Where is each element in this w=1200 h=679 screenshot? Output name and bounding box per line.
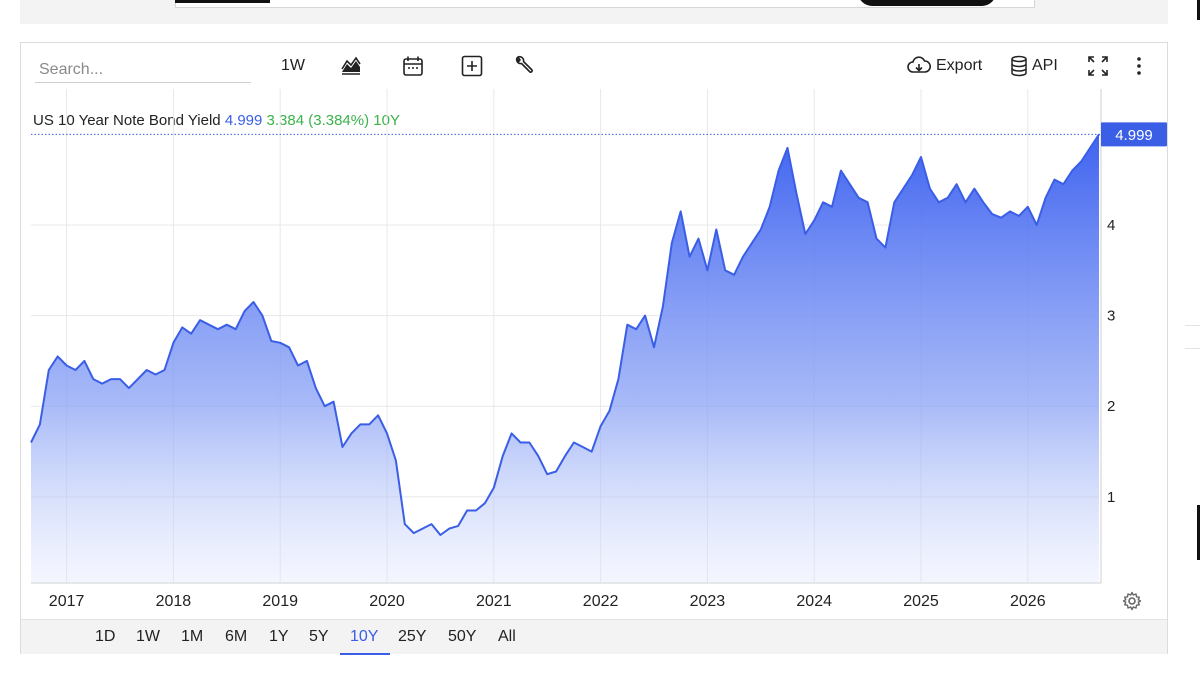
search-input[interactable] [35,57,251,83]
yield-area-chart[interactable]: 4.999 1 2 3 4 2017 2018 2019 2020 2021 2022 2023 202… [21,43,1167,619]
range-button-50y[interactable]: 50Y [448,628,477,645]
range-button-1d[interactable]: 1D [95,628,116,645]
tools-button[interactable] [513,53,535,79]
range-button-all[interactable]: All [498,628,516,645]
x-tick-label: 2026 [1010,593,1046,610]
x-tick-label: 2022 [583,593,619,610]
x-tick-label: 2025 [903,593,939,610]
interval-label: 1W [281,57,305,74]
plus-box-icon [461,55,483,77]
chart-settings-button[interactable] [1122,591,1142,616]
range-button-1y[interactable]: 1Y [269,628,289,645]
range-button-1m[interactable]: 1M [181,628,204,645]
range-button-6m[interactable]: 6M [225,628,248,645]
y-tick-label: 1 [1107,489,1115,506]
edge-divider [1185,348,1200,349]
x-tick-label: 2023 [690,593,726,610]
x-tick-label: 2019 [262,593,298,610]
export-button[interactable]: Export [907,53,982,79]
add-indicator-button[interactable] [461,53,483,79]
y-tick-label: 4 [1107,217,1115,234]
api-button[interactable]: API [1010,53,1058,79]
calendar-icon [403,56,423,76]
chart-toolbar: 1W [21,43,1167,89]
cloud-download-icon [907,56,931,73]
fullscreen-icon [1088,56,1108,76]
gear-icon [1122,591,1142,611]
top-panel-edge [175,0,1035,8]
wrench-icon [515,55,533,73]
chart-type-button[interactable] [340,53,362,79]
active-range-underline [340,653,390,655]
x-tick-label: 2021 [476,593,512,610]
legend-last-value: 4.999 [224,112,263,129]
edge-divider [1185,325,1200,326]
top-pill-button[interactable] [858,0,996,6]
page-top-strip [20,0,1168,24]
edge-marker-top [1197,0,1200,20]
range-button-25y[interactable]: 25Y [398,628,427,645]
top-tab-indicator [175,0,270,3]
last-value-badge [1101,122,1167,147]
page-right-edge [1185,0,1200,679]
more-menu-button[interactable] [1134,53,1144,79]
range-selector: 1D 1W 1M 6M 1Y 5Y 10Y 25Y 50Y All [21,619,1167,655]
api-label: API [1032,57,1058,74]
series-area-fill [31,134,1099,583]
range-button-1w[interactable]: 1W [136,628,160,645]
x-tick-label: 2020 [369,593,405,610]
x-tick-label: 2024 [796,593,832,610]
x-tick-label: 2017 [49,593,85,610]
area-chart-icon [341,56,361,75]
last-value-label: 4.999 [1115,127,1153,144]
fullscreen-button[interactable] [1087,53,1109,79]
more-vertical-icon [1137,57,1141,75]
y-tick-label: 2 [1107,398,1115,415]
range-button-5y[interactable]: 5Y [309,628,329,645]
chart-widget: 1W [20,42,1168,655]
x-tick-label: 2018 [156,593,192,610]
legend-change: 3.384 (3.384%) [266,112,370,129]
series-line[interactable] [30,133,1100,536]
interval-button[interactable]: 1W [281,53,305,79]
export-label: Export [936,57,983,74]
database-icon [1011,55,1027,77]
date-range-button[interactable] [402,53,424,79]
edge-marker-bottom [1197,505,1200,560]
y-tick-label: 3 [1107,308,1115,325]
range-button-10y[interactable]: 10Y [350,628,379,645]
